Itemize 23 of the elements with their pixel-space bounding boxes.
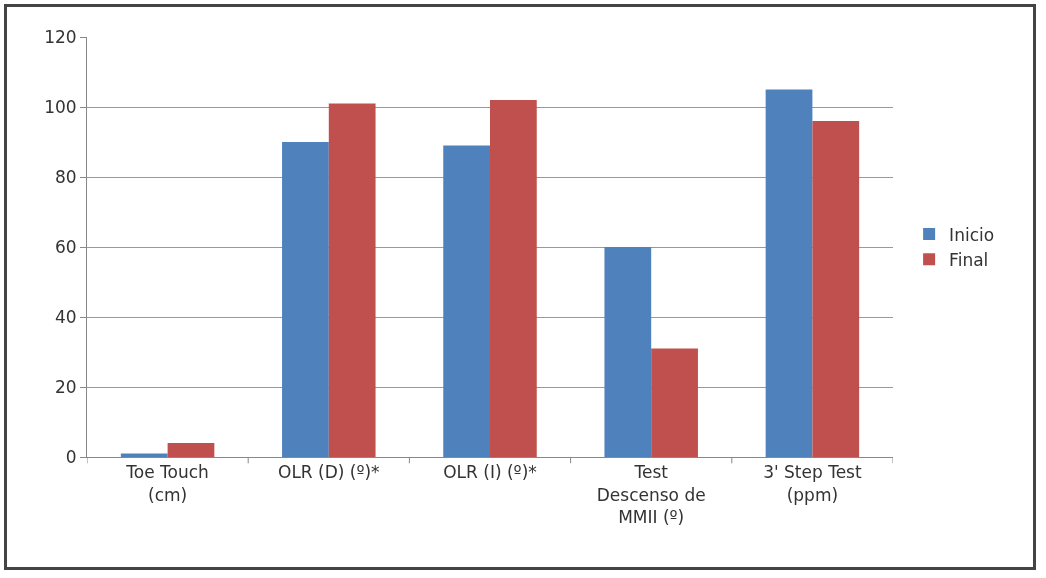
y-tick-label: 40 — [54, 306, 77, 327]
y-tick-label: 120 — [44, 26, 77, 47]
y-tick-label: 0 — [65, 446, 77, 467]
bar — [282, 142, 329, 457]
y-tick-label: 100 — [44, 96, 77, 117]
x-tick-label: 3' Step Test (ppm) — [763, 462, 862, 505]
bar — [812, 121, 860, 457]
bar — [328, 103, 376, 457]
y-tick-label: 20 — [54, 376, 77, 397]
x-tick-label: OLR (I) (º)* — [443, 462, 537, 483]
y-tick-label: 80 — [54, 166, 77, 187]
x-tick-label: OLR (D) (º)* — [278, 462, 380, 483]
legend-label: Inicio — [949, 224, 995, 245]
legend-label: Final — [949, 249, 989, 270]
bar — [443, 145, 490, 457]
bar — [167, 443, 215, 457]
x-tick-label: Toe Touch (cm) — [125, 462, 209, 505]
bar — [604, 247, 652, 457]
y-tick-label: 60 — [54, 236, 77, 257]
x-tick-label: Test Descenso de MMII (º) — [596, 462, 706, 527]
bar — [651, 348, 698, 457]
bar — [490, 100, 537, 457]
bar — [765, 89, 813, 457]
